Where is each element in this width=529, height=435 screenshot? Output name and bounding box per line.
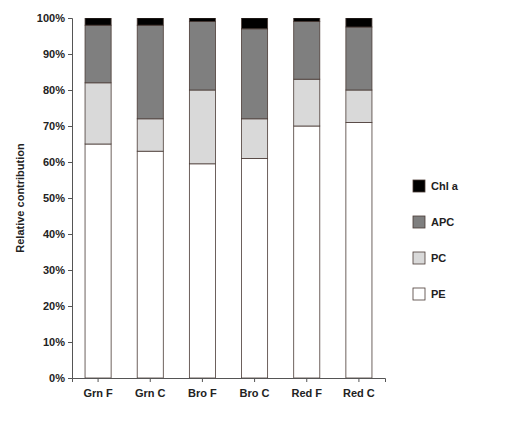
- bar-segment: [294, 18, 320, 22]
- tick-mark: [150, 378, 151, 382]
- tick: 20%: [43, 300, 72, 312]
- tick-mark: [68, 270, 72, 271]
- bar-segment: [242, 29, 268, 119]
- tick-label: 60%: [43, 156, 65, 168]
- tick: Bro C: [240, 378, 270, 399]
- bars: [85, 18, 372, 378]
- bar-segment: [85, 144, 111, 378]
- bar-segment: [294, 79, 320, 126]
- bar-segment: [189, 164, 215, 378]
- bar-segment: [346, 122, 372, 378]
- tick-mark: [68, 90, 72, 91]
- bar-segment: [189, 18, 215, 22]
- tick-mark: [68, 306, 72, 307]
- bar-segment: [85, 25, 111, 83]
- tick-mark: [202, 378, 203, 382]
- legend: PE PC APC Chl a: [413, 180, 459, 300]
- tick-mark: [68, 198, 72, 199]
- tick-label: 50%: [43, 192, 65, 204]
- tick-mark: [68, 162, 72, 163]
- bar-segment: [85, 83, 111, 144]
- legend-label: PE: [431, 288, 446, 300]
- tick: Red C: [343, 378, 375, 399]
- tick-label: Red C: [343, 387, 375, 399]
- legend-swatch: [413, 252, 425, 264]
- tick-label: 30%: [43, 264, 65, 276]
- bar-segment: [346, 90, 372, 122]
- bar-segment: [242, 119, 268, 159]
- tick-mark: [98, 378, 99, 382]
- chart: 0%10%20%30%40%50%60%70%80%90%100%Grn FGr…: [0, 0, 529, 435]
- bar-segment: [137, 25, 163, 119]
- tick-label: 90%: [43, 48, 65, 60]
- x-axis: Grn F Grn C Bro F Bro C Red F Red C: [73, 378, 386, 399]
- tick: 40%: [43, 228, 72, 240]
- tick: Red F: [291, 378, 322, 399]
- tick: Grn F: [83, 378, 113, 399]
- bar-segment: [137, 151, 163, 378]
- tick-label: 10%: [43, 336, 65, 348]
- tick: 80%: [43, 84, 72, 96]
- tick-label: Red F: [291, 387, 322, 399]
- tick-label: Bro C: [240, 387, 270, 399]
- tick: 30%: [43, 264, 72, 276]
- bar-segment: [189, 90, 215, 164]
- tick-mark: [68, 378, 72, 379]
- bar-segment: [189, 22, 215, 90]
- bar-segment: [137, 18, 163, 25]
- y-axis: 0% 10% 20% 30% 40% 50% 60% 70% 80% 90% 100%: [37, 12, 73, 384]
- tick-label: 100%: [37, 12, 65, 24]
- bar-segment: [85, 18, 111, 25]
- tick-mark: [306, 378, 307, 382]
- axis-line: [73, 379, 386, 383]
- tick-mark: [68, 342, 72, 343]
- tick: 10%: [43, 336, 72, 348]
- bar-segment: [346, 27, 372, 90]
- tick: 90%: [43, 48, 72, 60]
- tick-label: Grn F: [83, 387, 113, 399]
- bar-segment: [346, 18, 372, 27]
- tick-mark: [68, 234, 72, 235]
- tick-label: 40%: [43, 228, 65, 240]
- tick-mark: [358, 378, 359, 382]
- tick-label: Bro F: [188, 387, 217, 399]
- tick-mark: [68, 54, 72, 55]
- tick-label: Grn C: [135, 387, 166, 399]
- axis-line: [68, 19, 73, 379]
- tick-label: 20%: [43, 300, 65, 312]
- bar-segment: [137, 119, 163, 151]
- legend-swatch: [413, 288, 425, 300]
- tick: 60%: [43, 156, 72, 168]
- tick-label: 70%: [43, 120, 65, 132]
- tick: Grn C: [135, 378, 166, 399]
- bar-segment: [242, 158, 268, 378]
- tick: Bro F: [188, 378, 217, 399]
- tick-label: 0%: [49, 372, 65, 384]
- tick-label: 80%: [43, 84, 65, 96]
- legend-swatch: [413, 180, 425, 192]
- legend-label: PC: [431, 252, 446, 264]
- bar-segment: [294, 126, 320, 378]
- legend-label: APC: [431, 216, 454, 228]
- tick: 0%: [49, 372, 72, 384]
- legend-swatch: [413, 216, 425, 228]
- axis-title: Relative contribution: [14, 143, 26, 253]
- bar-segment: [242, 18, 268, 29]
- tick: 70%: [43, 120, 72, 132]
- tick: 100%: [37, 12, 72, 24]
- legend-label: Chl a: [431, 180, 459, 192]
- tick-mark: [254, 378, 255, 382]
- tick: 50%: [43, 192, 72, 204]
- tick-mark: [68, 18, 72, 19]
- bar-segment: [294, 22, 320, 80]
- tick-mark: [68, 126, 72, 127]
